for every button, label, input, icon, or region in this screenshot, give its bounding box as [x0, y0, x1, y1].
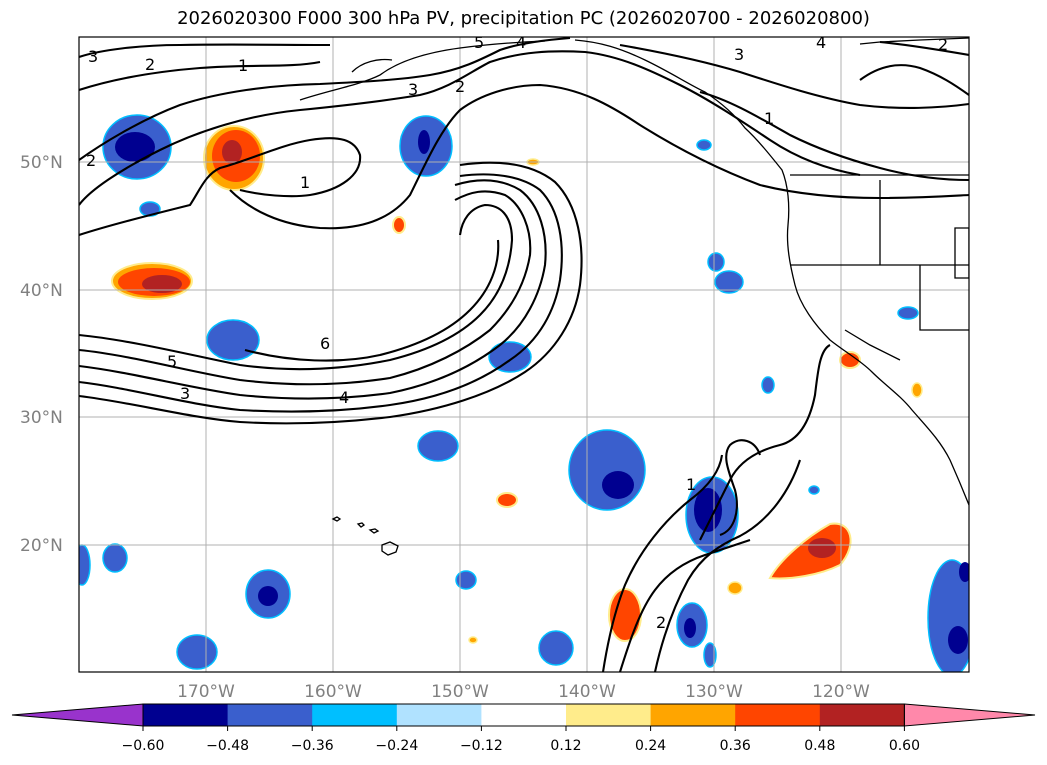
contour-label: 4 [816, 33, 826, 52]
graticule [79, 37, 969, 672]
map-frame [78, 36, 970, 673]
hawaii-islands [331, 516, 399, 556]
lat-label: 50°N [20, 153, 63, 173]
colorbar-segment [566, 704, 652, 726]
precip-blob-warm-south-142w [608, 588, 642, 642]
precip-blob-coast-40n [707, 252, 744, 294]
colorbar-ticks: −0.60 −0.48 −0.36 −0.24 −0.12 0.12 0.24 0.36 0.4… [122, 726, 920, 754]
precip-blob-central-25n [568, 429, 646, 511]
contour-label: 1 [764, 109, 774, 128]
lon-label: 140°W [558, 682, 616, 702]
contour-label: 2 [656, 613, 666, 632]
lat-label: 30°N [20, 408, 63, 428]
colorbar-tick-label: −0.48 [206, 738, 249, 754]
colorbar-tick-label: 0.36 [720, 738, 751, 754]
lon-label: 160°W [304, 682, 362, 702]
contour-label: 1 [300, 173, 310, 192]
longitude-labels: 170°W 160°W 150°W 140°W 130°W 120°W [177, 682, 870, 702]
precip-blob-se-corner [927, 559, 969, 672]
contour-label: 2 [86, 151, 96, 170]
map-plot-area: 3 2 1 5 4 3 2 3 4 1 2 1 6 5 3 4 1 2 2 [79, 33, 969, 672]
colorbar-tick-label: −0.36 [291, 738, 334, 754]
precip-blob-midpac [206, 319, 260, 361]
precip-negative-areas [79, 114, 969, 672]
contour-label: 2 [938, 35, 948, 54]
contour-label: 2 [145, 55, 155, 74]
colorbar-tick-label: −0.60 [122, 738, 165, 754]
colorbar-segment [312, 704, 398, 726]
colorbar-segment [650, 704, 736, 726]
colorbar-tick-label: −0.24 [375, 738, 418, 754]
colorbar-extend-max [903, 703, 1036, 727]
colorbar: −0.60 −0.48 −0.36 −0.24 −0.12 0.12 0.24 0.36 0.4… [11, 703, 1036, 754]
colorbar-extend-min [11, 703, 144, 727]
precip-blob-warm-south-122w [768, 522, 852, 580]
lon-label: 170°W [177, 682, 235, 702]
colorbar-tick-label: 0.60 [889, 738, 920, 754]
colorbar-segments [11, 703, 1036, 727]
colorbar-tick-label: 0.48 [804, 738, 835, 754]
lon-label: 130°W [685, 682, 743, 702]
pv-contour-labels: 3 2 1 5 4 3 2 3 4 1 2 1 6 5 3 4 1 2 2 [86, 33, 948, 632]
precip-blob-south-170w [176, 634, 218, 670]
colorbar-segment [735, 704, 821, 726]
contour-label: 4 [339, 388, 349, 407]
contour-label: 3 [88, 47, 98, 66]
lon-label: 120°W [812, 682, 870, 702]
latitude-labels: 50°N 40°N 30°N 20°N [20, 153, 63, 556]
coastlines [299, 37, 969, 506]
lat-label: 40°N [20, 281, 63, 301]
contour-label: 4 [516, 33, 526, 52]
colorbar-segment [396, 704, 482, 726]
precip-blob-east-35n [488, 341, 532, 373]
contour-label: 3 [734, 45, 744, 64]
colorbar-segment [143, 704, 229, 726]
precip-blob-28n-west [417, 430, 459, 462]
contour-label: 6 [320, 334, 330, 353]
precip-blob-warm-nw [203, 125, 265, 191]
precip-blob-south-165w [245, 569, 291, 619]
lat-label: 20°N [20, 536, 63, 556]
precip-blob-warm-small-set [392, 158, 923, 644]
precip-blob-nw [102, 114, 172, 180]
precip-blob-gulf [399, 115, 453, 177]
pv-contours [79, 37, 969, 672]
precip-blob-small-set [79, 139, 919, 668]
colorbar-tick-label: −0.12 [460, 738, 503, 754]
colorbar-segment [481, 704, 567, 726]
colorbar-frame [142, 703, 905, 727]
contour-label: 1 [686, 475, 696, 494]
lon-label: 150°W [431, 682, 489, 702]
contour-label: 3 [180, 384, 190, 403]
contour-label: 3 [408, 80, 418, 99]
contour-label: 1 [238, 56, 248, 75]
contour-label: 5 [474, 33, 484, 52]
precip-blob-south-131w [676, 602, 708, 648]
colorbar-segment [227, 704, 313, 726]
colorbar-segment [819, 704, 905, 726]
precip-blob-south-140w [538, 630, 574, 666]
colorbar-tick-label: 0.24 [635, 738, 666, 754]
contour-label: 5 [167, 352, 177, 371]
precip-blob-warm-41n [111, 262, 193, 300]
colorbar-tick-label: 0.12 [550, 738, 581, 754]
contour-label: 2 [455, 77, 465, 96]
map-title: 2026020300 F000 300 hPa PV, precipitatio… [177, 8, 870, 29]
